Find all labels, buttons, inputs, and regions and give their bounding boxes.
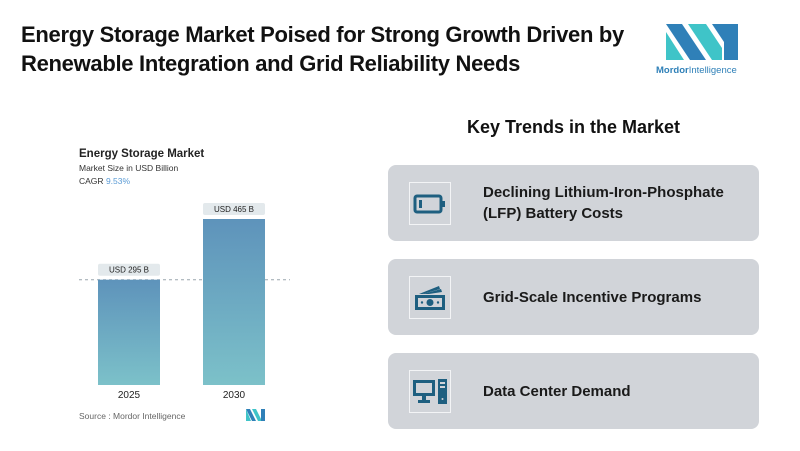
trend-card-data-center: Data Center Demand: [388, 353, 759, 429]
cagr-value: 9.53%: [105, 176, 131, 186]
chart-source: Source : Mordor Intelligence: [79, 411, 186, 421]
trend-card-lfp-costs: Declining Lithium-Iron-Phosphate (LFP) B…: [388, 165, 759, 241]
trends-title: Key Trends in the Market: [466, 117, 681, 137]
mordor-logo-icon: [666, 24, 738, 60]
money-icon: [415, 285, 445, 310]
logo-text: MordorIntelligence: [656, 65, 737, 76]
chart-subtitle: Market Size in USD Billion: [79, 163, 179, 173]
chart-title: Energy Storage Market: [79, 148, 205, 160]
bar-2030: [203, 219, 265, 385]
chart-header: Energy Storage Market Market Size in USD…: [79, 147, 204, 188]
trend-label: Data Center Demand: [483, 382, 631, 400]
data-label-2030: USD 465 B: [214, 205, 254, 214]
trend-card-incentives: Grid-Scale Incentive Programs: [388, 259, 759, 335]
x-tick-label-2025: 2025: [118, 390, 141, 401]
data-label-2025: USD 295 B: [109, 266, 149, 275]
data-label-bg-2030: [203, 203, 265, 215]
mini-logo-icon: [246, 409, 265, 421]
computer-icon: [413, 378, 447, 404]
x-tick-label-2030: 2030: [223, 390, 246, 401]
chart-cagr: CAGR 9.53%: [79, 176, 131, 186]
bar-2025: [98, 279, 160, 385]
trend-label: Grid-Scale Incentive Programs: [483, 288, 702, 306]
battery-icon: [413, 194, 445, 213]
trend-label: Declining Lithium-Iron-Phosphate (LFP) B…: [483, 184, 724, 222]
data-label-bg-2025: [98, 263, 160, 276]
page-title: Energy Storage Market Poised for Strong …: [21, 22, 624, 76]
